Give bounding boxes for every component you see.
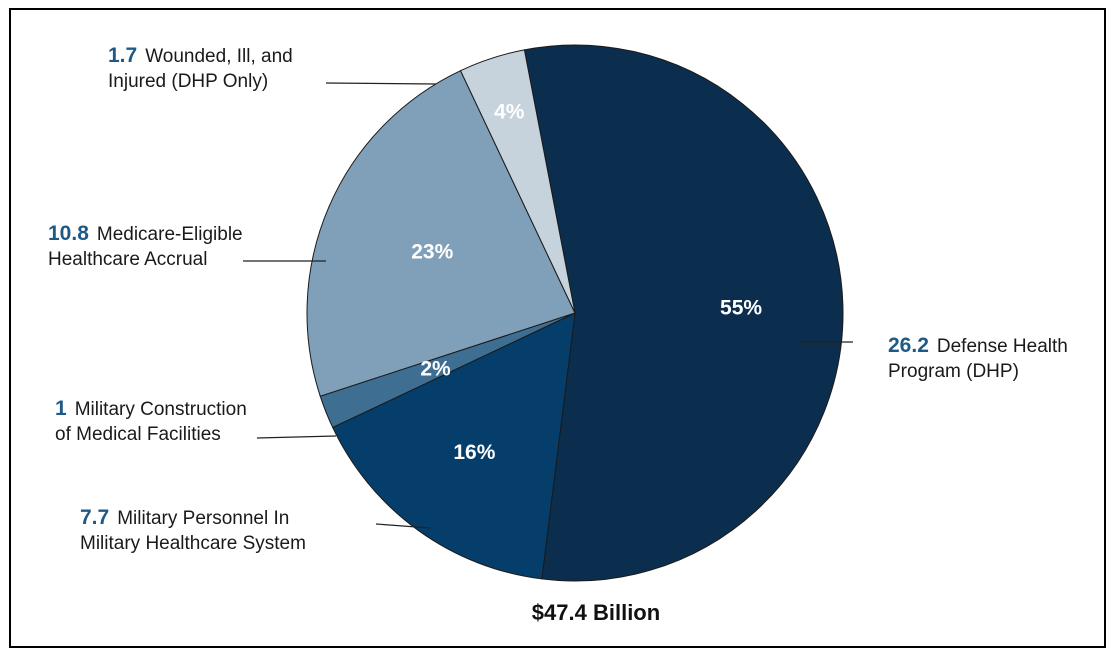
slice-label-line: Military Construction	[75, 399, 247, 420]
slice-label-line: Program (DHP)	[888, 361, 1019, 382]
slice-percent-label: 23%	[411, 240, 453, 263]
slice-label-line: Medicare-Eligible	[97, 224, 243, 245]
slice-label-line: Injured (DHP Only)	[108, 71, 268, 92]
leader-line	[326, 83, 436, 84]
leader-line	[257, 436, 336, 438]
slice-label-line: Military Personnel In	[117, 508, 289, 529]
slice-callout: 7.7 Military Personnel In Military Healthc…	[80, 506, 306, 554]
slice-callout: 1 Military Construction of Medical Facilit…	[55, 397, 247, 445]
slice-value: 1	[55, 397, 67, 420]
slice-value: 7.7	[80, 506, 109, 529]
slice-value: 26.2	[888, 334, 929, 357]
slice-percent-label: 55%	[720, 297, 762, 320]
slice-label-line: of Medical Facilities	[55, 424, 221, 445]
slice-value: 1.7	[108, 44, 137, 67]
slice-value: 10.8	[48, 222, 89, 245]
slice-label-line: Military Healthcare System	[80, 533, 306, 554]
slice-callout: 26.2 Defense Health Program (DHP)	[888, 334, 1068, 382]
pie-chart: 55% 26.2 Defense Health Program (DHP) 16% 7.7…	[0, 0, 1116, 635]
slice-callout: 1.7 Wounded, Ill, and Injured (DHP Only)	[108, 44, 293, 92]
slice-label-line: Defense Health	[937, 336, 1068, 357]
slice-label-line: Wounded, Ill, and	[145, 46, 293, 67]
slice-callout: 10.8 Medicare-Eligible Healthcare Accrual	[48, 222, 243, 270]
slice-percent-label: 2%	[420, 357, 451, 380]
slice-percent-label: 16%	[453, 441, 495, 464]
slice-percent-label: 4%	[494, 101, 525, 124]
total-label: $47.4 Billion	[532, 600, 660, 625]
slice-label-line: Healthcare Accrual	[48, 249, 207, 270]
